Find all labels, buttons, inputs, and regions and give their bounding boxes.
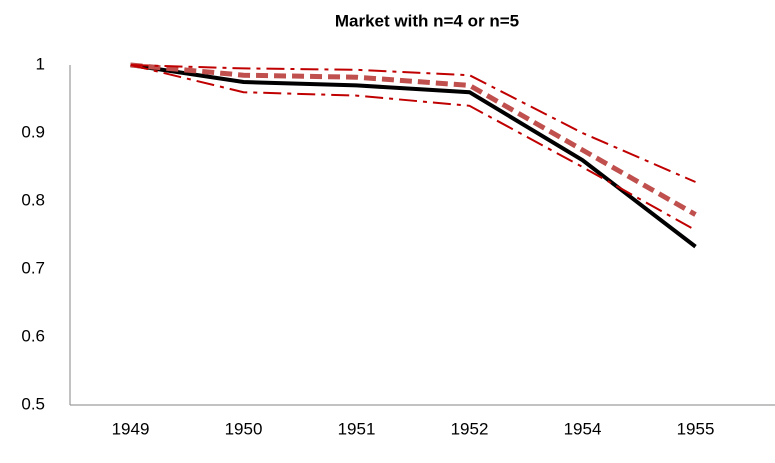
x-tick-label: 1949 bbox=[112, 419, 150, 438]
series-line bbox=[130, 64, 696, 183]
x-tick-label: 1955 bbox=[677, 419, 715, 438]
series-line bbox=[130, 63, 697, 249]
x-tick-label: 1952 bbox=[451, 419, 489, 438]
x-tick-label: 1951 bbox=[338, 419, 376, 438]
y-tick-label: 0.5 bbox=[21, 394, 45, 413]
x-tick-label: 1950 bbox=[225, 419, 263, 438]
y-tick-label: 0.9 bbox=[21, 122, 45, 141]
series-line bbox=[130, 64, 696, 232]
y-tick-label: 0.8 bbox=[21, 190, 45, 209]
y-tick-label: 1 bbox=[36, 54, 45, 73]
y-tick-label: 0.6 bbox=[21, 326, 45, 345]
series-line bbox=[130, 62, 697, 217]
x-tick-label: 1954 bbox=[564, 419, 602, 438]
chart-title: Market with n=4 or n=5 bbox=[335, 11, 519, 30]
y-tick-label: 0.7 bbox=[21, 258, 45, 277]
